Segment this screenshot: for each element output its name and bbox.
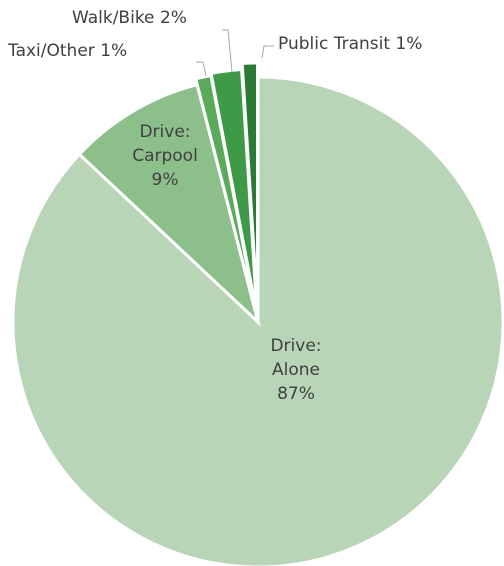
leader-line <box>261 45 274 59</box>
pie-slice <box>77 82 261 327</box>
pie-slice <box>11 75 504 566</box>
category-label: Taxi/Other <box>8 41 95 61</box>
category-label: Public Transit <box>278 34 391 54</box>
leader-line <box>222 29 233 73</box>
value-label: 1% <box>395 34 423 54</box>
slice-label: Public Transit 1% <box>278 32 422 56</box>
category-label: Walk/Bike <box>72 8 155 28</box>
leader-line <box>196 61 207 77</box>
slice-label: Taxi/Other 1% <box>8 39 127 63</box>
value-label: 2% <box>159 8 187 28</box>
category-label: Drive: Carpool <box>132 122 198 166</box>
slice-label: Drive: Alone 87% <box>261 334 331 406</box>
slice-label: Drive: Carpool 9% <box>130 120 200 192</box>
category-label: Drive: Alone <box>270 336 322 380</box>
pie-slice <box>240 61 260 309</box>
value-label: 87% <box>277 384 315 404</box>
slice-label: Walk/Bike 2% <box>72 6 187 30</box>
value-label: 9% <box>151 170 179 190</box>
value-label: 1% <box>100 41 128 61</box>
